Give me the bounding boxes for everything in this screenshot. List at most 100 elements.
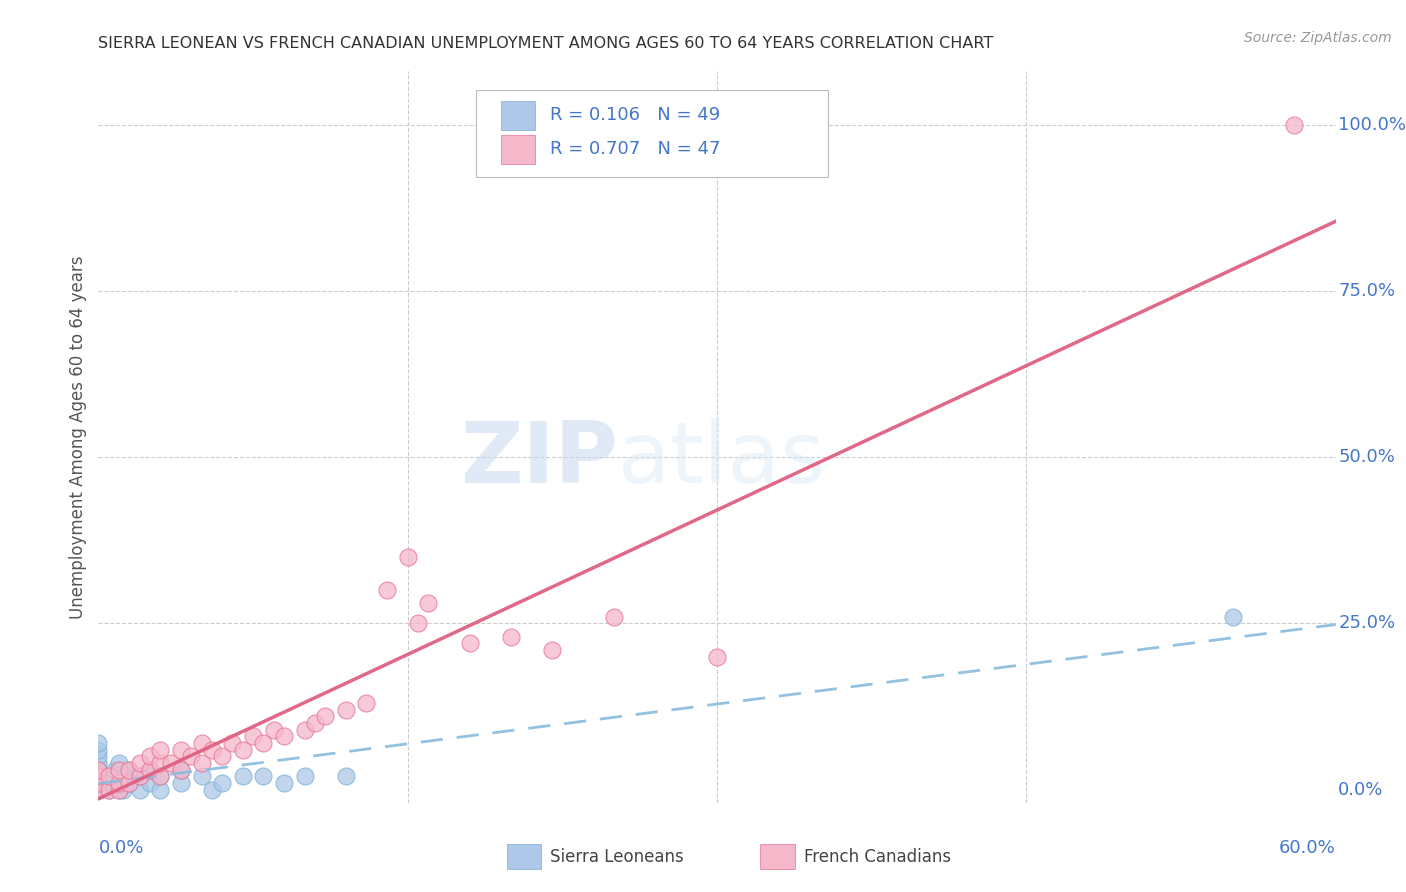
Point (304, 716, 326, 731)
Point (190, 736, 212, 750)
Point (294, 769, 316, 783)
Point (87, 782, 110, 797)
Text: SIERRA LEONEAN VS FRENCH CANADIAN UNEMPLOYMENT AMONG AGES 60 TO 64 YEARS CORRELA: SIERRA LEONEAN VS FRENCH CANADIAN UNEMPL… (98, 36, 994, 51)
Point (232, 769, 254, 783)
Point (603, 609, 626, 624)
Text: R = 0.106   N = 49: R = 0.106 N = 49 (550, 105, 720, 123)
Point (232, 742, 254, 756)
Text: 100.0%: 100.0% (1339, 116, 1406, 134)
Text: atlas: atlas (619, 417, 827, 500)
Point (87, 776, 110, 790)
Text: 75.0%: 75.0% (1339, 282, 1395, 300)
Point (139, 749, 162, 764)
Point (87, 749, 110, 764)
Point (112, 782, 135, 797)
Point (87, 769, 110, 783)
Point (87, 782, 110, 797)
Point (87, 756, 110, 770)
Point (87, 782, 110, 797)
Point (97, 769, 120, 783)
Text: Source: ZipAtlas.com: Source: ZipAtlas.com (1244, 31, 1392, 45)
Point (706, 649, 728, 664)
Point (149, 769, 172, 783)
Point (159, 756, 181, 770)
Point (108, 763, 131, 777)
Point (170, 776, 193, 790)
Point (190, 756, 212, 770)
Point (97, 782, 120, 797)
Bar (501, 135, 536, 164)
Point (87, 763, 110, 777)
Point (335, 703, 357, 717)
Bar (501, 101, 536, 130)
Point (128, 769, 150, 783)
Text: 25.0%: 25.0% (1339, 615, 1395, 632)
Point (97, 769, 120, 783)
Point (87, 782, 110, 797)
Point (335, 769, 357, 783)
Point (87, 782, 110, 797)
Point (149, 769, 172, 783)
Point (180, 749, 202, 764)
Point (108, 756, 131, 770)
Point (458, 636, 481, 650)
Point (108, 776, 131, 790)
Y-axis label: Unemployment Among Ages 60 to 64 years: Unemployment Among Ages 60 to 64 years (69, 255, 87, 619)
Point (87, 776, 110, 790)
Point (314, 709, 336, 723)
Point (149, 782, 172, 797)
Point (87, 782, 110, 797)
Point (139, 763, 162, 777)
Text: 0.0%: 0.0% (1339, 780, 1384, 798)
Point (170, 763, 193, 777)
Point (211, 776, 233, 790)
Point (87, 782, 110, 797)
Point (252, 736, 274, 750)
Point (1222, 609, 1244, 624)
FancyBboxPatch shape (475, 90, 828, 178)
Point (128, 782, 150, 797)
Point (273, 729, 295, 743)
Point (87, 769, 110, 783)
Point (541, 643, 564, 657)
Point (108, 763, 131, 777)
Text: 60.0%: 60.0% (1279, 839, 1336, 857)
Text: ZIP: ZIP (460, 417, 619, 500)
Point (118, 763, 141, 777)
Text: 50.0%: 50.0% (1339, 448, 1395, 466)
Point (201, 742, 224, 756)
Point (97, 782, 120, 797)
Point (118, 776, 141, 790)
Point (128, 756, 150, 770)
Text: Sierra Leoneans: Sierra Leoneans (550, 848, 683, 866)
Point (87, 763, 110, 777)
Point (118, 776, 141, 790)
Bar (506, 845, 541, 869)
Point (87, 736, 110, 750)
Text: 0.0%: 0.0% (98, 839, 143, 857)
Point (170, 763, 193, 777)
Point (87, 776, 110, 790)
Point (108, 782, 131, 797)
Point (87, 742, 110, 756)
Point (87, 782, 110, 797)
Point (294, 723, 316, 737)
Point (118, 763, 141, 777)
Point (87, 769, 110, 783)
Text: R = 0.707   N = 47: R = 0.707 N = 47 (550, 140, 720, 158)
Point (108, 776, 131, 790)
Point (190, 769, 212, 783)
Point (87, 763, 110, 777)
Point (104, 763, 127, 777)
Point (108, 769, 131, 783)
Point (87, 782, 110, 797)
Point (87, 782, 110, 797)
Point (211, 749, 233, 764)
Point (124, 769, 146, 783)
Point (108, 782, 131, 797)
Point (263, 723, 285, 737)
Point (252, 769, 274, 783)
Point (242, 729, 264, 743)
Point (396, 549, 419, 564)
Bar (761, 845, 794, 869)
